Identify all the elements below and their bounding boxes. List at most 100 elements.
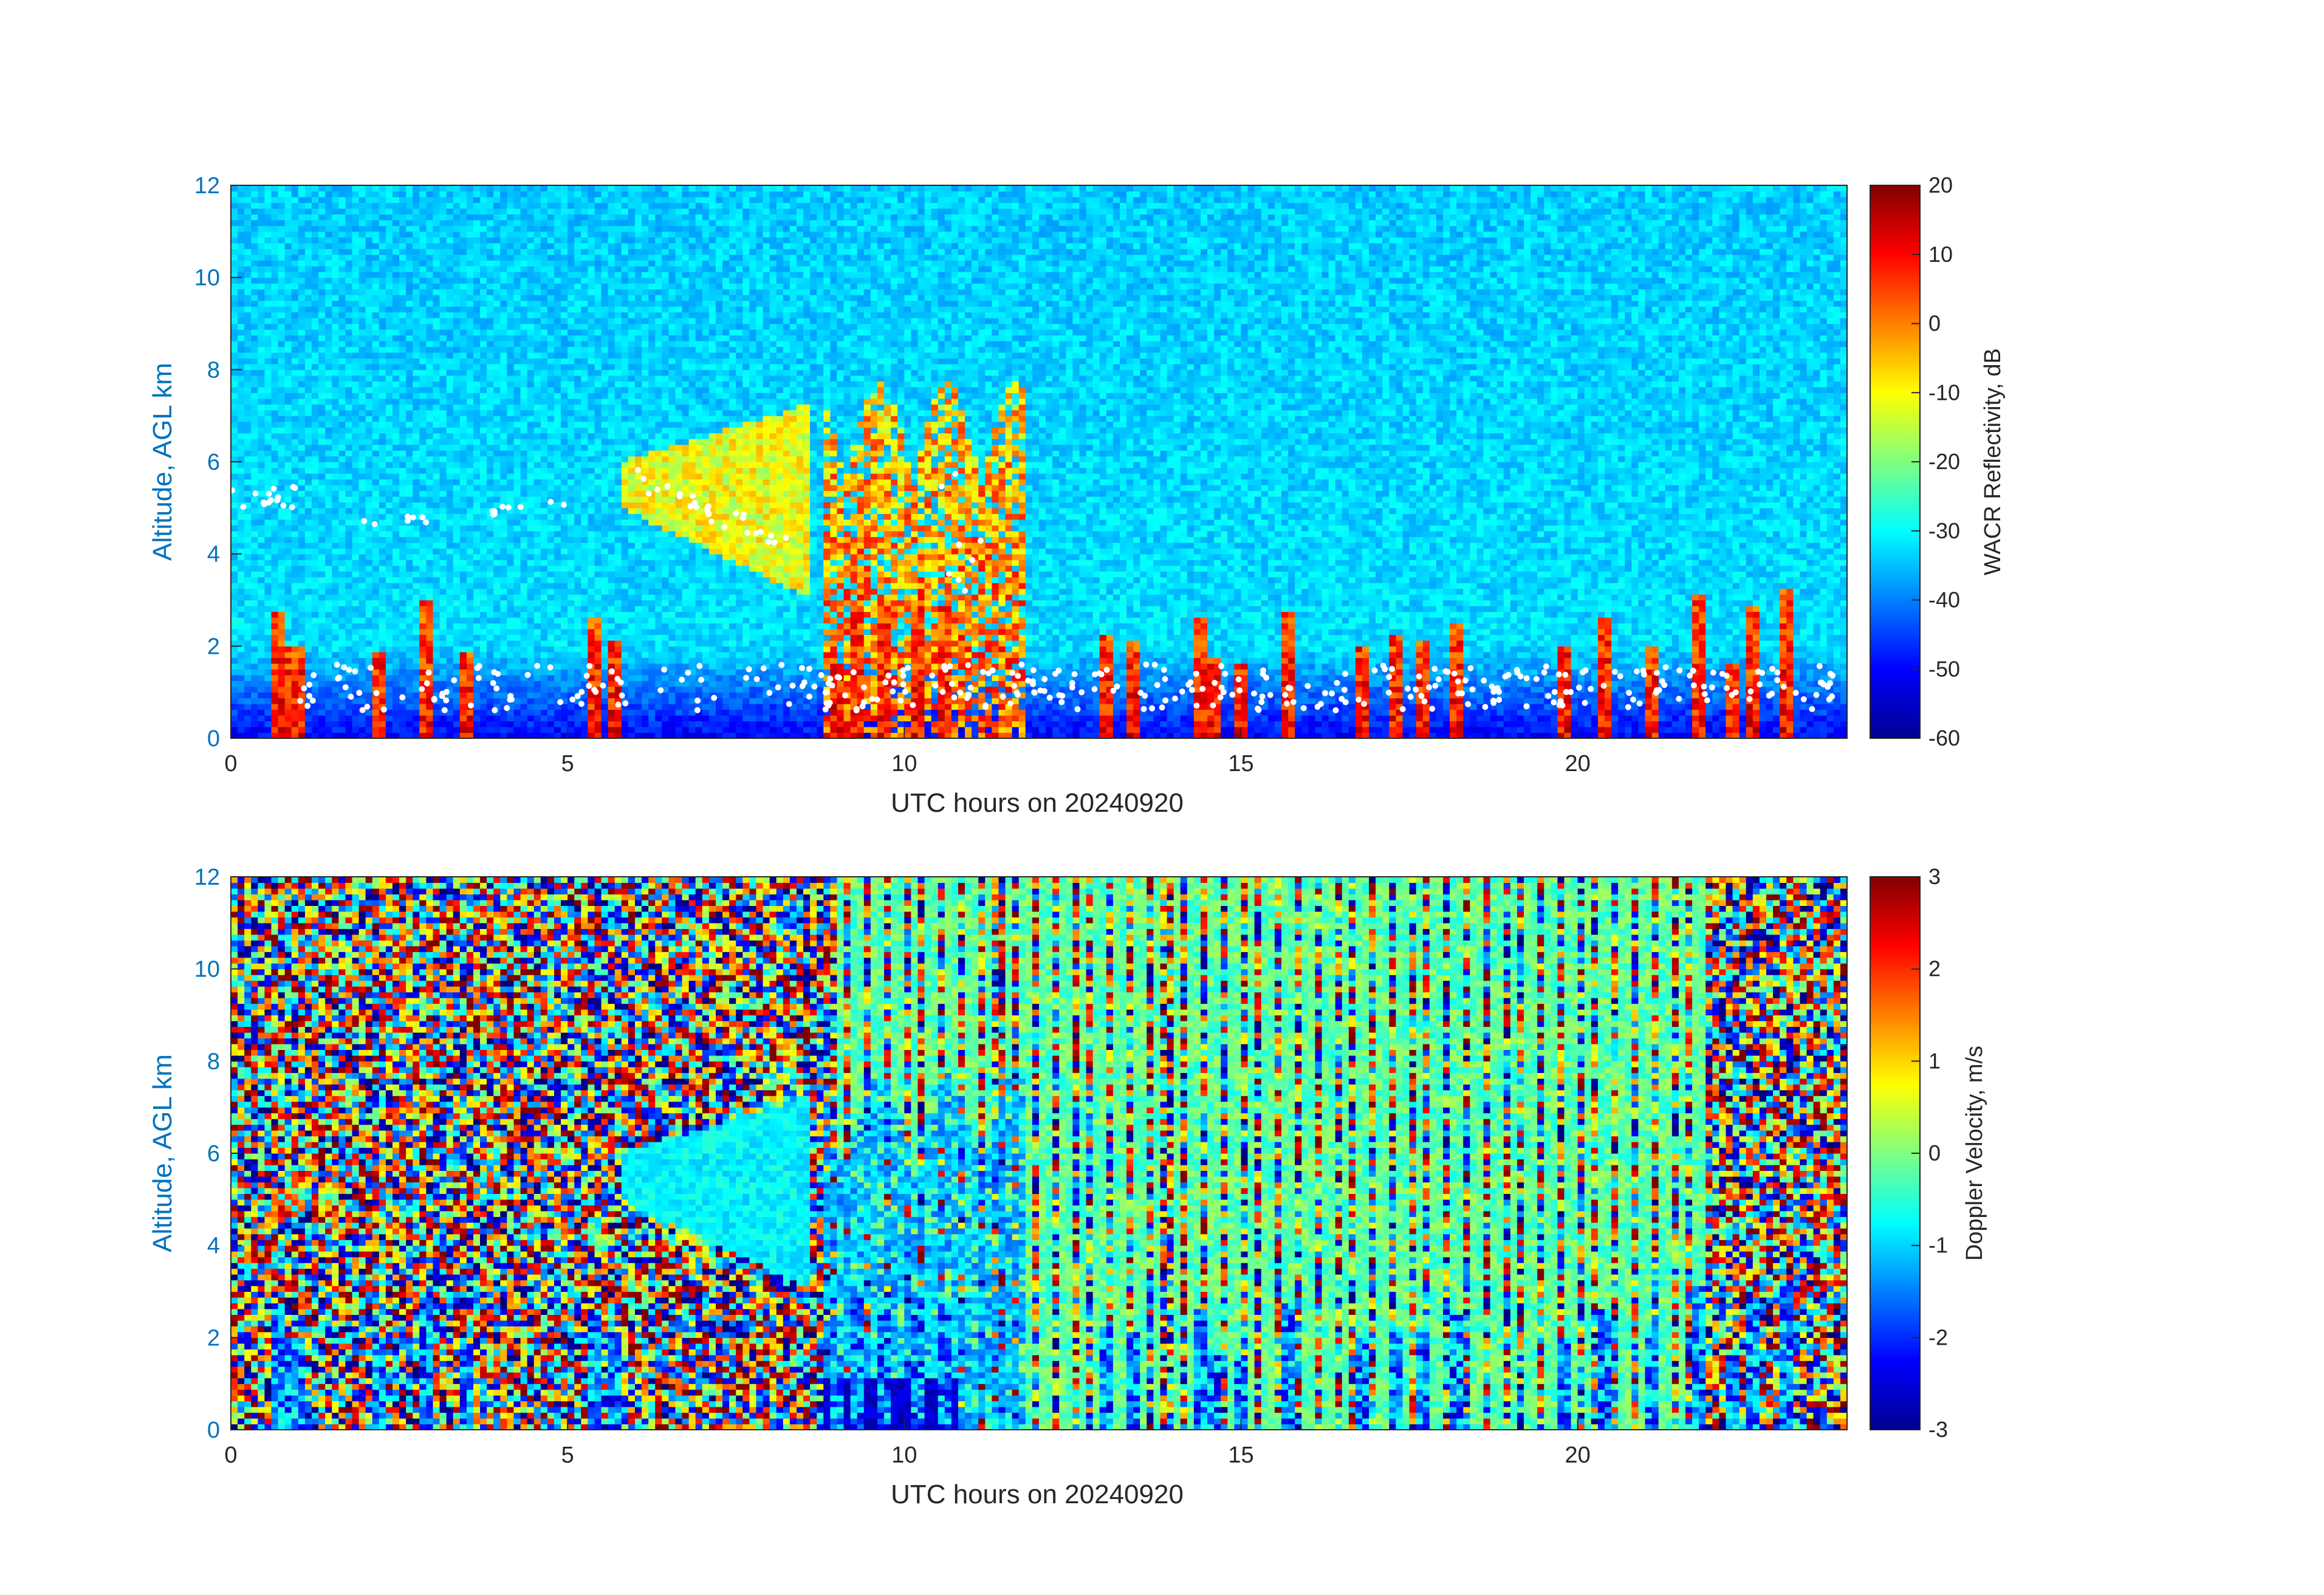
heatmap-cell bbox=[231, 312, 238, 318]
heatmap-cell bbox=[527, 634, 535, 641]
heatmap-cell bbox=[258, 692, 266, 699]
heatmap-cell bbox=[251, 456, 258, 462]
heatmap-cell bbox=[554, 404, 561, 411]
heatmap-cell bbox=[453, 674, 461, 681]
heatmap-cell bbox=[338, 727, 346, 733]
heatmap-cell bbox=[318, 479, 326, 485]
heatmap-cell bbox=[258, 467, 266, 474]
heatmap-cell bbox=[466, 335, 474, 341]
heatmap-cell bbox=[385, 686, 393, 693]
heatmap-cell bbox=[304, 594, 312, 601]
heatmap-cell bbox=[547, 202, 555, 209]
heatmap-cell bbox=[507, 421, 515, 428]
heatmap-cell bbox=[399, 393, 406, 399]
heatmap-cell bbox=[271, 698, 279, 704]
heatmap-cell bbox=[264, 560, 272, 566]
heatmap-cell bbox=[513, 605, 521, 612]
heatmap-cell bbox=[352, 617, 360, 624]
heatmap-cell bbox=[399, 565, 406, 572]
heatmap-cell bbox=[352, 381, 360, 388]
heatmap-cell bbox=[419, 502, 427, 509]
heatmap-cell bbox=[264, 439, 272, 445]
heatmap-cell bbox=[439, 202, 447, 209]
heatmap-cell bbox=[365, 513, 373, 520]
heatmap-cell bbox=[298, 554, 306, 560]
heatmap-cell bbox=[379, 433, 386, 439]
heatmap-cell bbox=[318, 410, 326, 416]
heatmap-cell bbox=[561, 450, 568, 457]
heatmap-cell bbox=[312, 727, 319, 733]
heatmap-cell bbox=[345, 588, 353, 595]
heatmap-cell bbox=[527, 249, 535, 255]
heatmap-cell bbox=[520, 732, 528, 738]
heatmap-cell bbox=[520, 266, 528, 272]
heatmap-cell bbox=[379, 484, 386, 491]
heatmap-cell bbox=[540, 363, 548, 370]
heatmap-cell bbox=[365, 202, 373, 209]
heatmap-cell bbox=[507, 202, 515, 209]
heatmap-cell bbox=[426, 519, 434, 526]
heatmap-cell bbox=[365, 669, 373, 676]
heatmap-cell bbox=[372, 433, 380, 439]
heatmap-cell bbox=[291, 588, 299, 595]
heatmap-cell bbox=[365, 721, 373, 727]
heatmap-cell bbox=[278, 554, 286, 560]
heatmap-cell bbox=[527, 519, 535, 526]
heatmap-cell bbox=[338, 346, 346, 353]
heatmap-cell bbox=[527, 352, 535, 358]
heatmap-cell bbox=[298, 231, 306, 238]
heatmap-cell bbox=[392, 732, 400, 738]
heatmap-cell bbox=[493, 611, 501, 618]
heatmap-cell bbox=[385, 323, 393, 330]
heatmap-cell bbox=[426, 329, 434, 336]
heatmap-cell bbox=[251, 358, 258, 365]
heatmap-cell bbox=[466, 686, 474, 693]
heatmap-cell bbox=[574, 640, 581, 647]
heatmap-cell bbox=[439, 375, 447, 382]
heatmap-cell bbox=[419, 202, 427, 209]
heatmap-cell bbox=[533, 594, 541, 601]
heatmap-cell bbox=[352, 358, 360, 365]
heatmap-cell bbox=[385, 588, 393, 595]
heatmap-cell bbox=[480, 254, 487, 261]
heatmap-cell bbox=[338, 594, 346, 601]
heatmap-cell bbox=[304, 306, 312, 313]
heatmap-cell bbox=[459, 525, 467, 532]
heatmap-cell bbox=[473, 721, 481, 727]
heatmap-cell bbox=[392, 467, 400, 474]
heatmap-cell bbox=[365, 358, 373, 365]
heatmap-cell bbox=[561, 611, 568, 618]
heatmap-cell bbox=[291, 594, 299, 601]
heatmap-cell bbox=[318, 628, 326, 635]
heatmap-cell bbox=[453, 484, 461, 491]
heatmap-cell bbox=[567, 681, 575, 687]
heatmap-cell bbox=[473, 421, 481, 428]
heatmap-cell bbox=[231, 663, 238, 670]
heatmap-cell bbox=[554, 323, 561, 330]
heatmap-cell bbox=[264, 479, 272, 485]
heatmap-cell bbox=[318, 393, 326, 399]
heatmap-cell bbox=[480, 657, 487, 664]
heatmap-cell bbox=[527, 421, 535, 428]
heatmap-cell bbox=[258, 249, 266, 255]
heatmap-cell bbox=[493, 663, 501, 670]
heatmap-cell bbox=[513, 266, 521, 272]
heatmap-cell bbox=[426, 208, 434, 214]
heatmap-cell bbox=[574, 467, 581, 474]
heatmap-cell bbox=[352, 185, 360, 192]
heatmap-cell bbox=[567, 196, 575, 204]
heatmap-cell bbox=[365, 346, 373, 353]
heatmap-cell bbox=[540, 219, 548, 226]
heatmap-cell bbox=[379, 231, 386, 238]
heatmap-cell bbox=[513, 254, 521, 261]
heatmap-cell bbox=[332, 577, 339, 583]
heatmap-cell bbox=[487, 416, 494, 422]
heatmap-cell bbox=[413, 416, 420, 422]
heatmap-cell bbox=[325, 398, 332, 405]
heatmap-cell bbox=[426, 651, 434, 658]
heatmap-cell bbox=[251, 709, 258, 716]
heatmap-cell bbox=[527, 623, 535, 629]
heatmap-cell bbox=[332, 600, 339, 606]
heatmap-cell bbox=[365, 444, 373, 451]
heatmap-cell bbox=[312, 605, 319, 612]
